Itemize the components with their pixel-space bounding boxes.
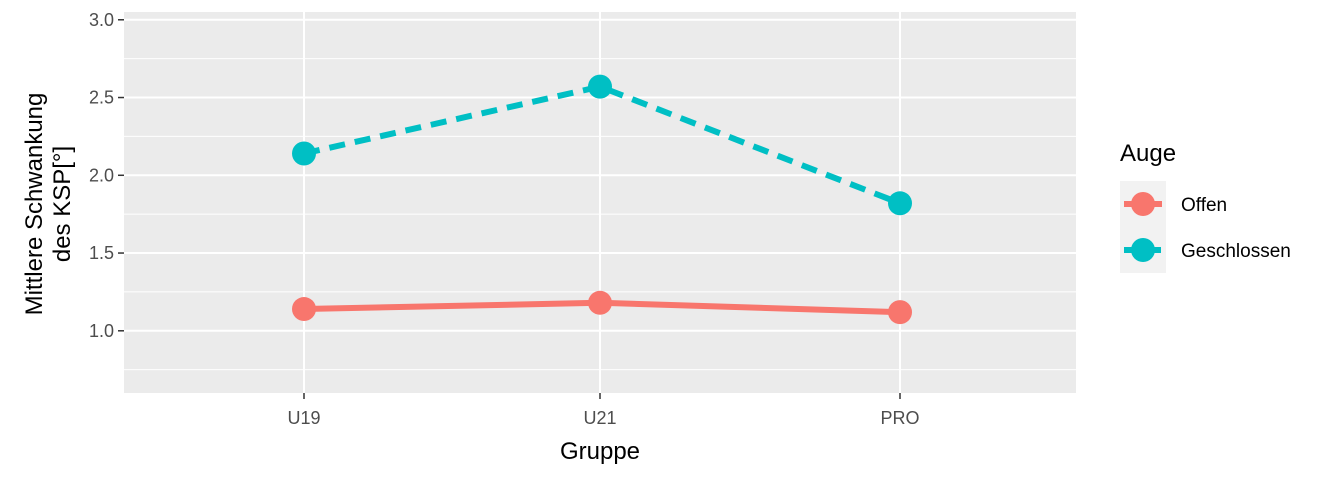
x-tick-label: PRO bbox=[880, 408, 919, 428]
legend-keys: Offen Geschlossen bbox=[1120, 181, 1291, 273]
data-point-offen bbox=[888, 300, 912, 325]
legend-title: Auge bbox=[1120, 140, 1176, 167]
y-axis-ticks: 1.0 1.5 2.0 2.5 3.0 bbox=[89, 10, 124, 341]
x-tick-label: U19 bbox=[287, 408, 320, 428]
y-axis-title-line-2: des KSP[°] bbox=[49, 146, 76, 262]
legend: Auge Offen Geschlossen bbox=[1120, 140, 1291, 273]
series-layer bbox=[292, 74, 912, 325]
data-point-offen bbox=[292, 297, 316, 322]
x-tick-label: U21 bbox=[583, 408, 616, 428]
y-tick-label: 2.0 bbox=[89, 165, 114, 185]
data-point-offen bbox=[588, 290, 612, 315]
x-axis-ticks: U19 U21 PRO bbox=[287, 393, 920, 428]
y-axis-title: Mittlere Schwankung des KSP[°] bbox=[21, 93, 76, 316]
y-tick-label: 3.0 bbox=[89, 10, 114, 30]
legend-key-point-geschlossen bbox=[1131, 238, 1155, 262]
legend-label-geschlossen: Geschlossen bbox=[1181, 241, 1291, 262]
major-gridlines bbox=[124, 12, 1076, 393]
x-axis-title: Gruppe bbox=[560, 438, 640, 465]
data-point-geschlossen bbox=[588, 74, 612, 99]
y-tick-label: 1.0 bbox=[89, 321, 114, 341]
data-point-geschlossen bbox=[888, 191, 912, 216]
data-point-geschlossen bbox=[292, 141, 316, 166]
y-axis-title-line-1: Mittlere Schwankung bbox=[21, 93, 48, 316]
legend-label-offen: Offen bbox=[1181, 195, 1227, 216]
y-tick-label: 2.5 bbox=[89, 88, 114, 108]
legend-key-point-offen bbox=[1131, 192, 1155, 216]
y-tick-label: 1.5 bbox=[89, 243, 114, 263]
